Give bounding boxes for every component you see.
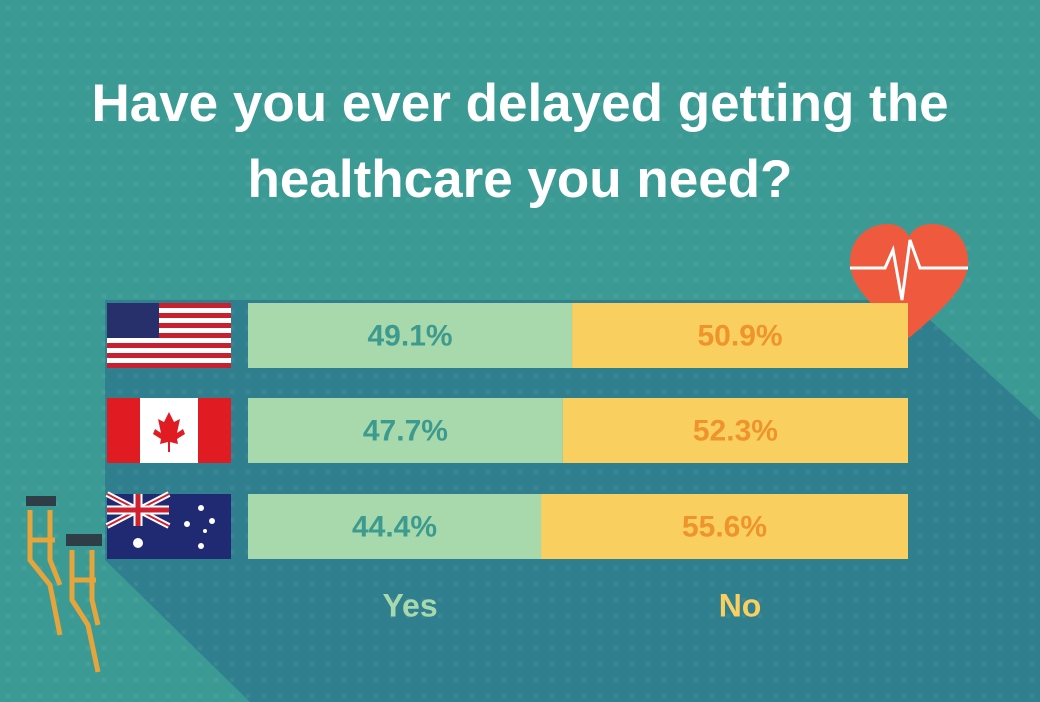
legend-label: No: [719, 587, 762, 623]
flag-usa: [107, 303, 231, 368]
value-label: 49.1%: [367, 319, 452, 352]
bar-segment: [572, 303, 908, 368]
flag-australia: [105, 491, 231, 559]
legend-label: Yes: [382, 587, 437, 623]
bar-segment: [248, 494, 542, 559]
bar-segment: [248, 398, 563, 463]
flag-canada: [107, 398, 231, 463]
bar-segment: [562, 398, 908, 463]
value-label: 55.6%: [682, 510, 767, 543]
value-label: 47.7%: [363, 414, 448, 447]
value-label: 50.9%: [697, 319, 782, 352]
bar-segment: [541, 494, 908, 559]
bar-segment: [248, 303, 573, 368]
chart-title: Have you ever delayed getting the health…: [91, 74, 949, 209]
value-label: 52.3%: [693, 414, 778, 447]
value-label: 44.4%: [352, 510, 437, 543]
crutches-icon: [26, 496, 102, 673]
